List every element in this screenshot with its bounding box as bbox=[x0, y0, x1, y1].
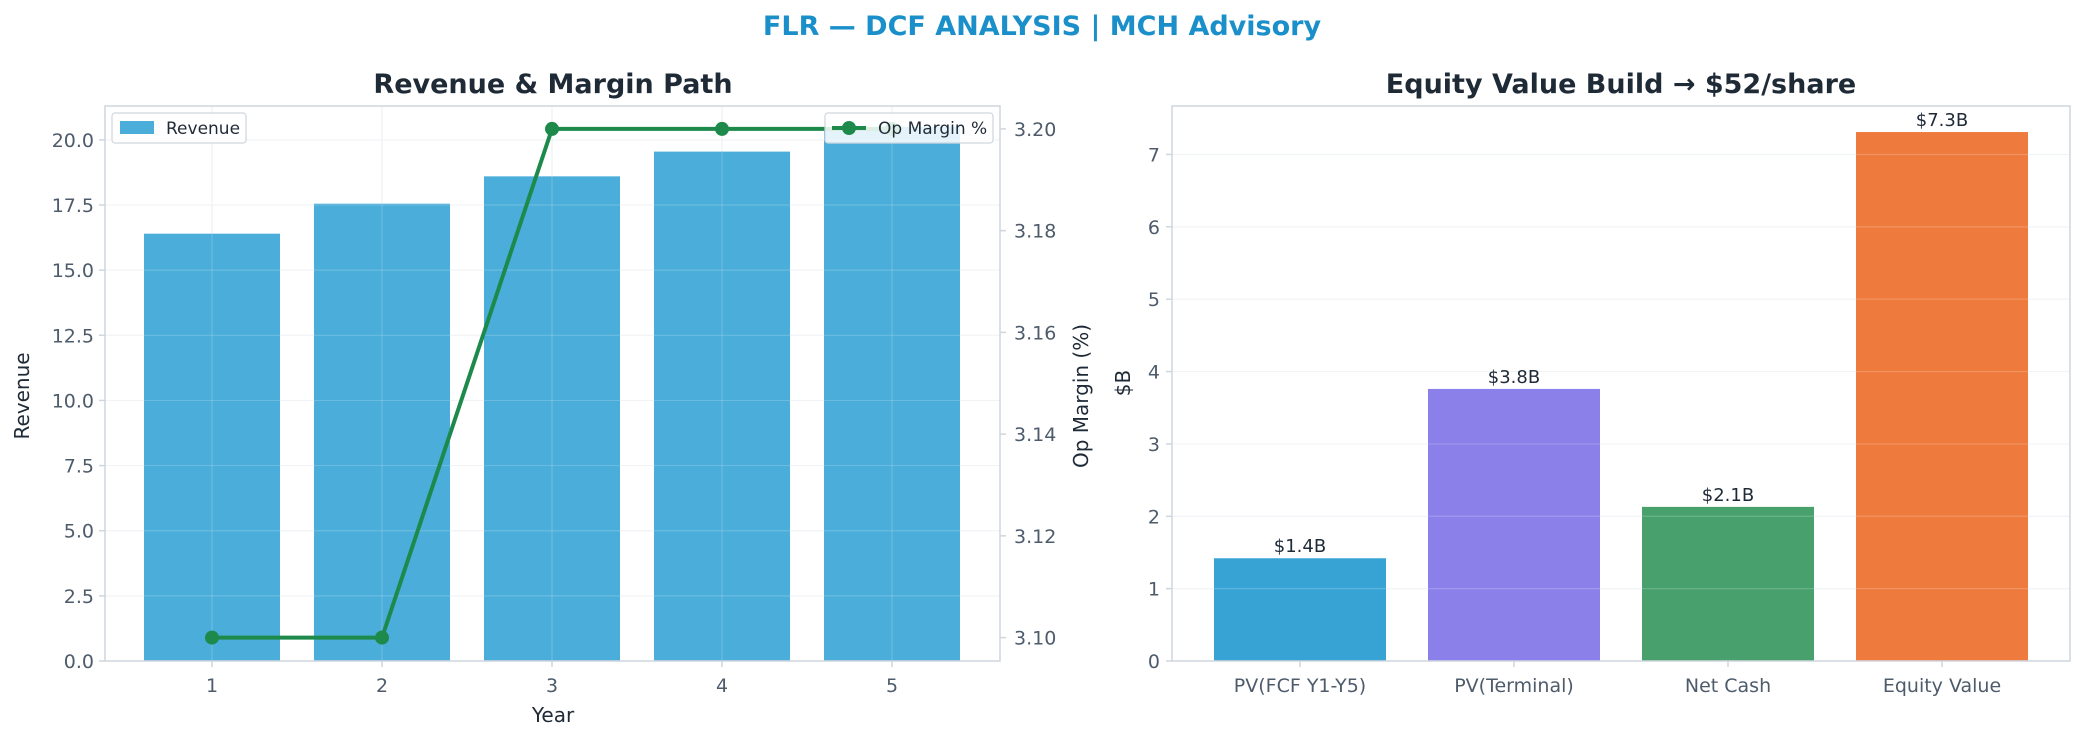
equity-data-label: $7.3B bbox=[1916, 110, 1968, 131]
equity-ytick-label: 2 bbox=[1148, 506, 1160, 528]
op-margin-legend: Op Margin % bbox=[824, 112, 994, 144]
year-xtick-label: 2 bbox=[376, 675, 388, 697]
op-margin-legend-marker bbox=[842, 121, 856, 135]
revenue-legend-label: Revenue bbox=[166, 119, 240, 139]
revenue-chart-ylabel: Revenue bbox=[10, 352, 34, 439]
revenue-chart-axes: 0.0 2.5 5.0 7.5 10.0 12.5 15.0 17.5 20.0 3.10 3.12… bbox=[52, 105, 1056, 697]
year-xtick-label: 3 bbox=[546, 675, 558, 697]
equity-bars bbox=[1172, 132, 2070, 662]
revenue-bar bbox=[484, 176, 620, 661]
equity-bar bbox=[1856, 132, 2028, 661]
year-xtick-label: 5 bbox=[886, 675, 898, 697]
equity-ytick-label: 1 bbox=[1148, 579, 1160, 601]
op-margin-axis-label: Op Margin (%) bbox=[1069, 324, 1093, 468]
revenue-ytick-label: 2.5 bbox=[64, 586, 94, 608]
equity-xtick-label: PV(Terminal) bbox=[1454, 675, 1574, 697]
revenue-ytick-label: 5.0 bbox=[64, 521, 94, 543]
equity-data-label: $1.4B bbox=[1274, 536, 1326, 557]
equity-ytick-label: 6 bbox=[1148, 217, 1160, 239]
equity-chart-ylabel: $B bbox=[1111, 370, 1135, 396]
revenue-margin-chart: Revenue & Margin Path 0.02.55.07.510.012… bbox=[10, 69, 1093, 727]
op-margin-ytick-label: 3.10 bbox=[1014, 628, 1056, 650]
revenue-bars bbox=[105, 126, 1000, 662]
op-margin-point bbox=[545, 121, 559, 136]
revenue-ytick-label: 15.0 bbox=[52, 260, 94, 282]
revenue-bar bbox=[144, 233, 280, 661]
year-xtick-label: 4 bbox=[716, 675, 728, 697]
revenue-legend: Revenue bbox=[111, 112, 247, 144]
revenue-ytick-label: 7.5 bbox=[64, 456, 94, 478]
op-margin-ytick-label: 3.14 bbox=[1014, 424, 1056, 446]
revenue-bar bbox=[314, 203, 450, 661]
equity-xtick-label: Net Cash bbox=[1685, 675, 1771, 697]
equity-ytick-label: 0 bbox=[1148, 651, 1160, 673]
op-margin-point bbox=[375, 630, 389, 645]
revenue-legend-swatch bbox=[120, 121, 154, 134]
year-xtick-label: 1 bbox=[206, 675, 218, 697]
op-margin-ytick-label: 3.12 bbox=[1014, 526, 1056, 548]
equity-bar bbox=[1214, 558, 1386, 661]
revenue-ytick-label: 12.5 bbox=[52, 325, 94, 347]
figure-suptitle: FLR — DCF ANALYSIS | MCH Advisory bbox=[763, 11, 1322, 42]
equity-ytick-label: 7 bbox=[1148, 144, 1160, 166]
revenue-ytick-label: 0.0 bbox=[64, 651, 94, 673]
equity-data-label: $2.1B bbox=[1702, 485, 1754, 506]
op-margin-point bbox=[205, 630, 219, 645]
op-margin-ytick-label: 3.18 bbox=[1014, 221, 1056, 243]
op-margin-line bbox=[205, 121, 899, 645]
equity-xtick-label: PV(FCF Y1-Y5) bbox=[1234, 675, 1366, 697]
op-margin-point bbox=[715, 121, 729, 136]
equity-data-label: $3.8B bbox=[1488, 367, 1540, 388]
equity-ytick-label: 3 bbox=[1148, 434, 1160, 456]
op-margin-ytick-label: 3.20 bbox=[1014, 119, 1056, 141]
revenue-ytick-label: 17.5 bbox=[52, 195, 94, 217]
equity-data-labels: $1.4B $3.8B $2.1B $7.3B bbox=[1274, 110, 1968, 557]
equity-xtick-label: Equity Value bbox=[1883, 675, 2001, 697]
revenue-bar bbox=[824, 126, 960, 661]
equity-ytick-label: 5 bbox=[1148, 289, 1160, 311]
revenue-ytick-label: 10.0 bbox=[52, 390, 94, 412]
revenue-chart-title: Revenue & Margin Path bbox=[373, 69, 732, 100]
equity-chart-axes: 0 1 2 3 4 5 6 7 PV(FCF Y1-Y5) PV(Terminal) Net Cas… bbox=[1148, 105, 2071, 697]
equity-bar bbox=[1642, 506, 1814, 661]
op-margin-ytick-label: 3.16 bbox=[1014, 322, 1056, 344]
equity-chart-title: Equity Value Build → $52/share bbox=[1386, 69, 1856, 100]
equity-bar bbox=[1428, 388, 1600, 661]
revenue-bar bbox=[654, 151, 790, 662]
equity-chart-frame bbox=[1171, 105, 2071, 662]
op-margin-legend-label: Op Margin % bbox=[878, 119, 987, 139]
revenue-ytick-label: 20.0 bbox=[52, 130, 94, 152]
equity-ytick-label: 4 bbox=[1148, 362, 1160, 384]
revenue-chart-xlabel: Year bbox=[531, 703, 575, 727]
equity-build-chart: Equity Value Build → $52/share $1.4B $3.8… bbox=[1111, 69, 2071, 697]
